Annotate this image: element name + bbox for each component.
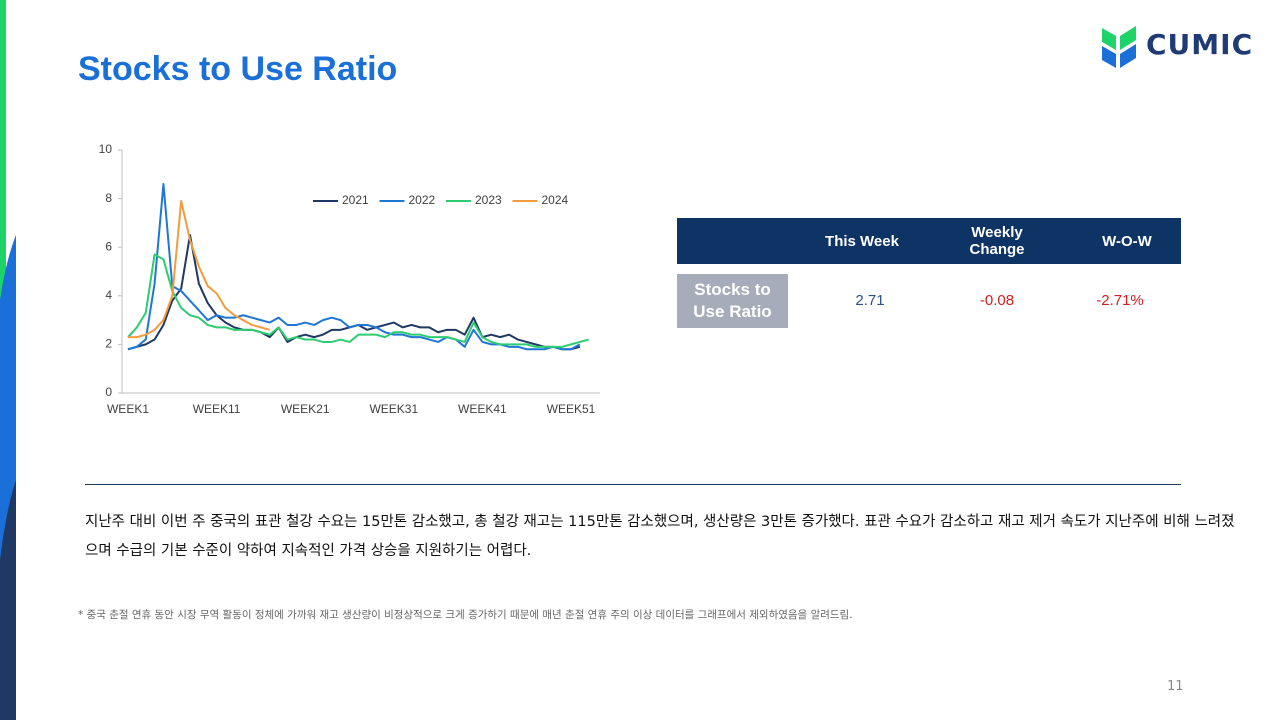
table-cell: 2.71 [855,292,885,309]
y-tick-label: 8 [105,191,112,205]
line-series [127,253,589,348]
page-number: 11 [1167,679,1184,694]
x-tick-label: WEEK41 [458,402,507,416]
x-tick-label: WEEK51 [547,402,596,416]
footnote: * 중국 춘절 연휴 동안 시장 무역 활동이 정체에 가까워 재고 생산량이 … [78,609,853,621]
x-tick-label: WEEK11 [193,402,241,416]
y-tick-label: 6 [105,239,112,253]
legend-label: 2021 [342,193,369,207]
line-series [128,200,271,339]
table-header: W-O-W [1077,218,1177,264]
legend-label: 2023 [475,193,502,207]
logo: CUMIC [1100,20,1253,68]
y-tick-label: 10 [99,142,113,156]
x-tick-label: WEEK31 [369,402,418,416]
divider [85,484,1181,485]
chart: 0 2 4 6 8 10 WEEK1 WEEK11 WEEK21 WEEK31 WEEK41 WEEK… [99,142,600,416]
row-label: Stocks to Use Ratio [677,274,788,328]
paragraph: 지난주 대비 이번 주 중국의 표관 철강 수요는 15만톤 감소했고, 총 철… [85,514,1235,559]
logo-icon [1102,26,1136,68]
x-tick-label: WEEK21 [281,402,330,416]
legend-label: 2022 [409,193,436,207]
y-tick-label: 0 [105,385,112,399]
x-tick-label: WEEK1 [107,402,149,416]
table-cell: -2.71% [1096,292,1144,309]
table-header: This Week [807,218,917,264]
side-bar [0,0,16,720]
y-tick-label: 2 [105,337,112,351]
logo-text: CUMIC [1146,27,1254,61]
legend-label: 2024 [542,193,569,207]
line-series [127,183,581,351]
y-tick-label: 4 [105,288,112,302]
slide-title: Stocks to Use Ratio [78,50,398,88]
table-header: Weekly Change [947,218,1047,264]
line-series [127,234,581,351]
table-cell: -0.08 [979,292,1015,309]
